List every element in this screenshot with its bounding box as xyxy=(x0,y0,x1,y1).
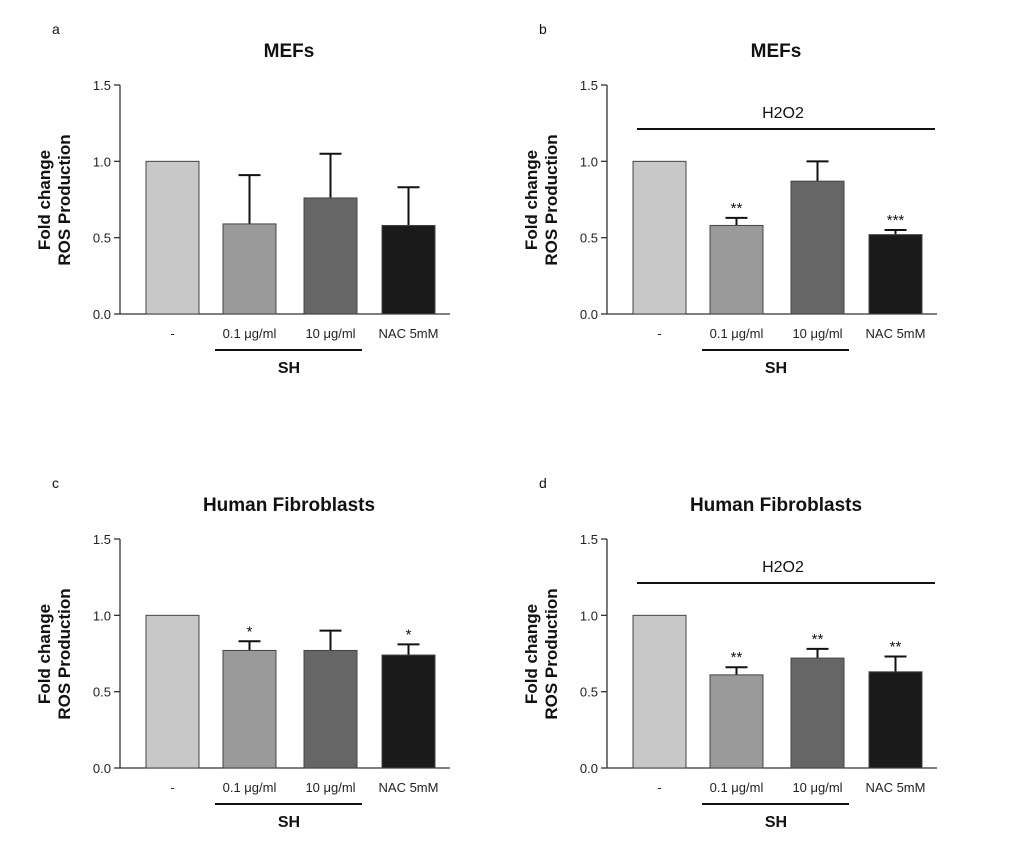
y-tick-label: 0.5 xyxy=(580,685,598,700)
y-axis-label: Fold changeROS Production xyxy=(522,588,561,719)
treatment-label: H2O2 xyxy=(762,559,804,576)
bar xyxy=(790,657,845,769)
y-tick-label: 1.5 xyxy=(93,532,111,547)
bar xyxy=(381,224,436,315)
x-tick-label: 10 μg/ml xyxy=(305,780,355,795)
y-tick-label: 0.0 xyxy=(580,307,598,322)
bar xyxy=(145,160,200,315)
x-tick-label: - xyxy=(657,326,661,341)
x-tick-label: 0.1 μg/ml xyxy=(710,780,764,795)
x-tick-label: - xyxy=(657,780,661,795)
chart-title: Human Fibroblasts xyxy=(203,495,375,516)
y-tick-label: 0.0 xyxy=(93,761,111,776)
x-tick-label: 10 μg/ml xyxy=(792,780,842,795)
y-axis-label-line: ROS Production xyxy=(55,588,74,719)
bar xyxy=(145,614,200,769)
y-axis-label: Fold changeROS Production xyxy=(35,134,74,265)
x-tick-label: 0.1 μg/ml xyxy=(710,326,764,341)
bar xyxy=(709,674,764,769)
y-tick-label: 1.5 xyxy=(93,78,111,93)
y-axis-label-line: Fold change xyxy=(522,604,541,704)
significance-marker: ** xyxy=(731,200,743,217)
group-label: SH xyxy=(278,814,300,831)
x-tick-label: 0.1 μg/ml xyxy=(223,780,277,795)
panel-c: c Human Fibroblasts Fold changeROS Product… xyxy=(35,475,450,831)
y-tick-label: 1.5 xyxy=(580,78,598,93)
y-tick-label: 1.0 xyxy=(93,608,111,623)
y-axis-label-line: ROS Production xyxy=(55,134,74,265)
significance-marker: ** xyxy=(812,631,824,648)
panel-letter: d xyxy=(539,475,547,491)
y-tick-label: 0.0 xyxy=(93,307,111,322)
x-tick-label: NAC 5mM xyxy=(866,326,926,341)
significance-marker: *** xyxy=(887,212,905,229)
bar xyxy=(632,160,687,315)
bar xyxy=(381,654,436,769)
panel-a: a MEFs Fold changeROS Production 0.0 0.5 1.0 1… xyxy=(35,21,450,377)
bar xyxy=(303,197,358,315)
panel-letter: c xyxy=(52,475,59,491)
group-label: SH xyxy=(765,814,787,831)
bar xyxy=(303,649,358,769)
significance-marker: ** xyxy=(890,639,902,656)
x-tick-label: 10 μg/ml xyxy=(792,326,842,341)
chart-title: Human Fibroblasts xyxy=(690,495,862,516)
y-axis-label-line: Fold change xyxy=(522,150,541,250)
y-tick-label: 1.0 xyxy=(580,154,598,169)
group-label: SH xyxy=(765,360,787,377)
bar xyxy=(709,224,764,315)
y-tick-label: 0.0 xyxy=(580,761,598,776)
y-tick-label: 0.5 xyxy=(93,685,111,700)
y-axis-label-line: ROS Production xyxy=(542,588,561,719)
y-tick-label: 1.5 xyxy=(580,532,598,547)
y-tick-label: 1.0 xyxy=(580,608,598,623)
x-tick-label: - xyxy=(170,780,174,795)
significance-marker: ** xyxy=(731,649,743,666)
chart-title: MEFs xyxy=(264,41,315,62)
bar xyxy=(868,234,923,315)
y-axis-label-line: ROS Production xyxy=(542,134,561,265)
bar xyxy=(868,671,923,769)
y-axis-label: Fold changeROS Production xyxy=(522,134,561,265)
significance-marker: * xyxy=(247,623,253,640)
significance-marker: * xyxy=(406,626,412,643)
bar xyxy=(222,649,277,769)
panel-letter: b xyxy=(539,21,547,37)
bar xyxy=(790,180,845,315)
bar xyxy=(222,223,277,315)
x-tick-label: - xyxy=(170,326,174,341)
panel-letter: a xyxy=(52,21,60,37)
bar xyxy=(632,614,687,769)
treatment-label: H2O2 xyxy=(762,105,804,122)
y-tick-label: 1.0 xyxy=(93,154,111,169)
group-label: SH xyxy=(278,360,300,377)
y-axis-label: Fold changeROS Production xyxy=(35,588,74,719)
panel-d: d Human Fibroblasts Fold changeROS Product… xyxy=(522,475,937,831)
y-axis-label-line: Fold change xyxy=(35,604,54,704)
y-tick-label: 0.5 xyxy=(93,231,111,246)
y-tick-label: 0.5 xyxy=(580,231,598,246)
x-tick-label: NAC 5mM xyxy=(379,780,439,795)
y-axis-label-line: Fold change xyxy=(35,150,54,250)
x-tick-label: 10 μg/ml xyxy=(305,326,355,341)
x-tick-label: 0.1 μg/ml xyxy=(223,326,277,341)
x-tick-label: NAC 5mM xyxy=(866,780,926,795)
chart-title: MEFs xyxy=(751,41,802,62)
panel-b: b MEFs Fold changeROS Production 0.0 0.5 1.0 1… xyxy=(522,21,937,377)
x-tick-label: NAC 5mM xyxy=(379,326,439,341)
